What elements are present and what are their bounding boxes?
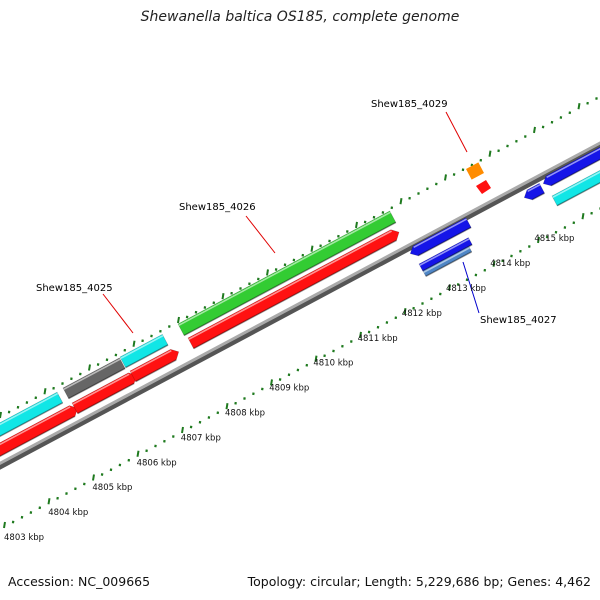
callout-line-4027 [462,261,480,314]
tick-label: 4813 kbp [446,284,486,294]
inner-tick-mark [314,355,318,362]
inner-tick-mark [136,450,140,457]
inner-tick-mark [448,284,451,291]
outer-tick-mark [0,411,2,419]
outer-scale-ticks [0,97,598,419]
gene-cyan-4031[interactable] [551,165,600,207]
outer-tick-mark [533,126,536,134]
gene-gray-4025[interactable] [62,357,126,400]
gene-cyan-4024[interactable] [0,391,64,438]
tick-label: 4814 kbp [490,259,530,269]
callout-line-4026 [245,215,276,254]
inner-tick-mark [225,403,229,410]
inner-tick-mark [581,213,585,220]
gene-red-4025[interactable] [71,372,137,415]
inner-scale-ticks [3,207,600,529]
gene-cyan-4025[interactable] [119,333,169,369]
genome-backbone-shadow [0,142,600,470]
tick-label: 4804 kbp [48,508,88,518]
scale-tick-labels: 4803 kbp 4804 kbp 4805 kbp 4806 kbp 4807 kbp… [4,234,574,543]
gene-label-shew185-4026[interactable]: Shew185_4026 [179,202,256,213]
callout-line-4025 [102,293,134,334]
outer-tick-mark [399,198,403,205]
tick-label: 4807 kbp [181,433,221,443]
tick-label: 4811 kbp [358,334,398,344]
gene-red-4029[interactable] [476,180,491,194]
gene-green-4026[interactable] [177,210,397,337]
callout-line-4029 [445,111,468,153]
outer-tick-mark [310,245,314,252]
inner-tick-mark [492,260,496,267]
inner-tick-mark [3,521,6,529]
genome-title: Shewanella baltica OS185, complete genom… [140,9,460,25]
inner-tick-mark [359,331,362,339]
tick-label: 4803 kbp [4,533,44,543]
gene-blue-4030[interactable] [523,183,545,201]
genome-backbone [0,141,600,466]
gene-red-4025b[interactable] [129,349,180,383]
outer-tick-mark [221,293,225,300]
outer-tick-mark [577,103,581,110]
outer-tick-mark [132,340,136,347]
gene-blue-4027[interactable] [409,217,472,257]
outer-tick-mark [266,269,269,276]
gene-steel-4027[interactable] [422,246,473,277]
tick-label: 4815 kbp [534,234,574,244]
inner-tick-mark [537,236,540,244]
outer-tick-mark [88,364,91,371]
gene-red-4024[interactable] [0,405,78,459]
gene-blue-4027b[interactable] [418,237,473,272]
tick-label: 4806 kbp [137,458,177,468]
tick-label: 4810 kbp [313,359,353,369]
tick-label: 4809 kbp [269,384,309,394]
inner-tick-mark [403,308,407,315]
gene-blue-4031[interactable] [542,143,600,187]
gene-red-4026[interactable] [187,229,400,350]
tick-label: 4808 kbp [225,409,265,419]
outer-tick-mark [43,388,47,395]
inner-tick-mark [270,379,273,386]
gene-orange-4029[interactable] [466,162,484,180]
outer-tick-mark [444,174,447,181]
gene-label-shew185-4025[interactable]: Shew185_4025 [36,283,113,294]
tick-label: 4805 kbp [92,483,132,493]
gene-label-shew185-4029[interactable]: Shew185_4029 [371,99,448,110]
outer-tick-mark [355,221,358,229]
gene-label-shew185-4027[interactable]: Shew185_4027 [480,315,557,326]
accession-text: Accession: NC_009665 [8,574,151,589]
outer-tick-mark [177,316,180,324]
gene-features [0,143,600,459]
inner-tick-mark [92,474,95,481]
outer-tick-mark [488,150,492,157]
tick-label: 4812 kbp [402,309,442,319]
inner-tick-mark [181,426,184,434]
inner-tick-mark [47,498,51,505]
genome-summary-text: Topology: circular; Length: 5,229,686 bp… [247,574,591,589]
